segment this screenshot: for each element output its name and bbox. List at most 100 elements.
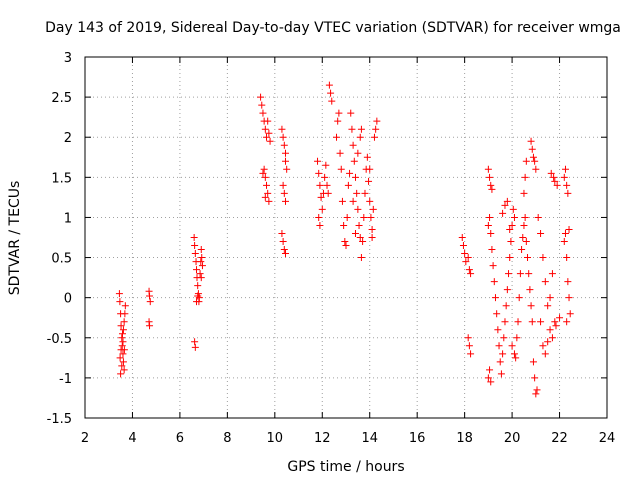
data-point <box>343 213 351 221</box>
data-point <box>281 250 289 258</box>
data-point <box>336 149 344 157</box>
data-point <box>487 378 495 386</box>
data-point <box>500 334 508 342</box>
tick-labels: 2 4 6 8 10 12 14 16 18 20 22 24-1.5-1-0.500.511.522… <box>47 51 616 446</box>
data-point <box>461 250 469 258</box>
data-point <box>563 318 571 326</box>
data-point <box>347 109 355 117</box>
data-point <box>280 246 288 254</box>
data-point <box>261 173 269 181</box>
data-point <box>484 165 492 173</box>
x-tick-label: 8 <box>223 431 231 446</box>
x-tick-label: 20 <box>504 431 521 446</box>
data-point <box>350 157 358 165</box>
data-point <box>556 314 564 322</box>
data-point <box>507 238 515 246</box>
data-point <box>488 185 496 193</box>
data-point <box>503 197 511 205</box>
data-point <box>340 221 348 229</box>
data-point <box>120 318 128 326</box>
data-point <box>360 213 368 221</box>
data-point <box>370 133 378 141</box>
data-point <box>528 145 536 153</box>
data-point <box>534 213 542 221</box>
data-point <box>281 149 289 157</box>
data-point <box>499 350 507 358</box>
x-tick-label: 4 <box>128 431 136 446</box>
data-point <box>193 298 201 306</box>
data-point <box>357 254 365 262</box>
data-point <box>349 197 357 205</box>
data-point <box>566 310 574 318</box>
data-point <box>342 242 350 250</box>
data-point <box>325 81 333 89</box>
data-point <box>257 93 265 101</box>
data-point <box>341 238 349 246</box>
data-point <box>501 318 509 326</box>
data-point <box>546 326 554 334</box>
data-point <box>363 153 371 161</box>
x-tick-label: 22 <box>551 431 568 446</box>
data-point <box>509 205 517 213</box>
data-point <box>351 173 359 181</box>
data-point <box>464 334 472 342</box>
data-point <box>194 292 202 300</box>
data-point <box>369 205 377 213</box>
data-point <box>522 238 530 246</box>
data-point <box>258 101 266 109</box>
data-point <box>197 274 205 282</box>
data-point <box>531 157 539 165</box>
data-point <box>197 246 205 254</box>
data-point <box>191 338 199 346</box>
data-point <box>279 238 287 246</box>
data-point <box>541 350 549 358</box>
data-point <box>146 298 154 306</box>
data-point <box>118 362 126 370</box>
data-point <box>515 294 523 302</box>
data-point <box>524 254 532 262</box>
data-point <box>278 125 286 133</box>
data-point <box>283 165 291 173</box>
data-point <box>333 133 341 141</box>
x-tick-label: 24 <box>599 431 616 446</box>
data-point <box>513 334 521 342</box>
data-point <box>260 165 268 173</box>
data-point <box>354 149 362 157</box>
data-point <box>510 350 518 358</box>
data-point <box>525 270 533 278</box>
data-point <box>564 278 572 286</box>
data-point <box>521 213 529 221</box>
data-point <box>348 125 356 133</box>
data-point <box>259 169 267 177</box>
data-point <box>520 189 528 197</box>
data-point <box>321 173 329 181</box>
data-point <box>344 181 352 189</box>
data-point <box>264 189 272 197</box>
data-point <box>547 169 555 177</box>
data-point <box>539 254 547 262</box>
data-point <box>459 242 467 250</box>
data-point <box>365 177 373 185</box>
data-point <box>193 266 201 274</box>
data-point <box>191 343 199 351</box>
data-point <box>355 221 363 229</box>
data-point <box>467 270 475 278</box>
data-point <box>487 229 495 237</box>
y-tick-label: -0.5 <box>47 332 72 347</box>
data-point <box>495 342 503 350</box>
data-point <box>119 350 127 358</box>
y-tick-label: 1.5 <box>51 171 72 186</box>
data-point <box>537 229 545 237</box>
data-point <box>510 213 518 221</box>
data-point <box>508 221 516 229</box>
data-point <box>553 181 561 189</box>
data-point <box>546 294 554 302</box>
data-point <box>359 238 367 246</box>
x-tick-label: 18 <box>456 431 473 446</box>
data-point <box>356 133 364 141</box>
data-point <box>488 246 496 254</box>
data-point <box>338 197 346 205</box>
data-point <box>265 129 273 137</box>
data-point <box>548 334 556 342</box>
data-point <box>279 133 287 141</box>
